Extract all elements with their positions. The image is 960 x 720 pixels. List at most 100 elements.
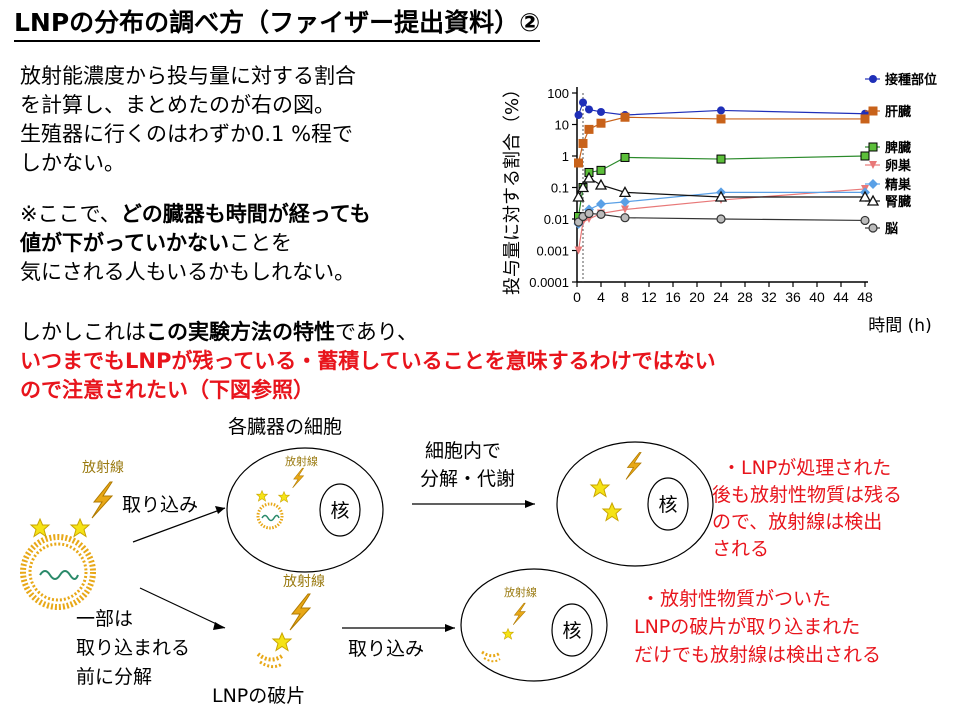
x-tick-label: 12 [641, 289, 657, 305]
caveat-bold: この実験方法の特性 [146, 320, 335, 344]
legend-label: 卵巣 [885, 158, 912, 174]
legend-marker [868, 179, 878, 189]
y-axis-label: 投与量に対する割合（%） [502, 80, 523, 295]
slide-title: LNPの分布の調べ方（ファイザー提出資料）② [14, 6, 541, 42]
x-tick-label: 0 [573, 289, 581, 305]
arrow-head [215, 506, 225, 514]
partial-line: 前に分解 [76, 666, 152, 688]
note1-line: 後も放射性物質は残る [712, 484, 902, 506]
data-point [594, 178, 608, 190]
note-line-3: 気にされる人もいるかもしれない。 [20, 260, 356, 284]
data-point [596, 165, 606, 175]
x-tick-label: 32 [761, 289, 777, 305]
legend-label: 肝臓 [885, 104, 911, 120]
legend-marker [868, 142, 878, 152]
cell-1 [226, 447, 384, 573]
arrow-head [213, 622, 225, 630]
lnp-fragment [256, 652, 284, 669]
data-point [574, 158, 583, 168]
nucleus-2 [647, 477, 689, 531]
legend-label: 接種部位 [885, 72, 937, 88]
legend-marker [869, 161, 877, 169]
note2-line: ・放射性物質がついた [641, 588, 831, 610]
intro-line: を計算し、まとめたのが右の図。 [20, 93, 335, 117]
data-point [596, 198, 606, 209]
y-tick-label: 0.1 [551, 181, 569, 196]
legend-label: 脾臓 [885, 140, 911, 156]
intro-line: 放射能濃度から投与量に対する割合 [20, 64, 356, 88]
nucleus-1 [319, 483, 361, 537]
intro-text: 放射能濃度から投与量に対する割合 を計算し、まとめたのが右の図。 生殖器に行くの… [20, 62, 460, 178]
data-point [621, 205, 629, 214]
x-tick-label: 16 [665, 289, 681, 305]
y-tick-label: 0.0001 [529, 275, 569, 290]
x-tick-label: 36 [785, 289, 801, 305]
data-point [572, 190, 585, 202]
x-tick-label: 48 [857, 289, 873, 305]
note-line-2: 値が下がっていかないことを [20, 229, 371, 258]
caveat-plain: であり、 [335, 320, 418, 344]
caveat-line-1: しかしこれはこの実験方法の特性であり、 [20, 318, 716, 347]
radiation-label-small: 放射線 [285, 454, 318, 468]
y-tick-label: 1 [562, 149, 569, 164]
data-point [584, 208, 594, 219]
uptake-label-2: 取り込み [348, 638, 424, 660]
data-point [717, 106, 725, 115]
arrow-head [445, 624, 455, 632]
uptake-diagram: 放射線 取り込み 一部は 取り込まれる 前に分解 各臓器の細胞 核 放射線 細胞… [20, 416, 902, 707]
y-tick-label: 0.01 [544, 212, 569, 227]
data-point [860, 215, 870, 226]
note-text: ※ここで、どの臓器も時間が経っても 値が下がっていかないことを 気にされる人もい… [20, 200, 371, 287]
data-point [618, 186, 632, 198]
caveat-plain: しかしこれは [20, 320, 146, 344]
series-line [577, 155, 866, 217]
data-point [584, 124, 594, 134]
data-point [620, 213, 630, 223]
legend-marker [868, 223, 878, 233]
x-tick-label: 4 [597, 289, 605, 305]
y-tick-label: 10 [555, 118, 569, 133]
note1-line: ・LNPが処理された [722, 457, 891, 479]
uptake-label-1: 取り込み [122, 494, 198, 516]
data-point [576, 181, 590, 193]
radiation-label-small: 放射線 [504, 585, 537, 599]
data-point [716, 114, 726, 124]
legend-label: 腎臓 [885, 194, 911, 210]
data-point [716, 154, 726, 164]
data-point [714, 190, 728, 202]
intro-line: 生殖器に行くのはわずか0.1 %程で [20, 122, 354, 146]
note2-line: だけでも放射線は検出される [634, 644, 881, 666]
x-tick-label: 28 [737, 289, 753, 305]
fragment-label: LNPの破片 [212, 685, 305, 707]
legend-marker [866, 194, 880, 206]
note1-line: ので、放射線は検出 [712, 511, 882, 533]
data-point [585, 105, 593, 114]
caveat-text: しかしこれはこの実験方法の特性であり、 いつまでもLNPが残っている・蓄積してい… [20, 318, 716, 405]
caveat-line-2: いつまでもLNPが残っている・蓄積していることを意味するわけではない [20, 349, 716, 373]
x-axis-label: 時間 (h) [868, 316, 931, 336]
x-tick-label: 24 [713, 289, 729, 305]
arrow-head [525, 500, 535, 508]
y-tick-label: 100 [547, 86, 569, 101]
legend-label: 脳 [885, 222, 898, 237]
lnp-in-cell [256, 502, 284, 530]
radiation-label-2: 放射線 [283, 574, 325, 590]
degrade-line: 細胞内で [425, 440, 501, 462]
data-point [860, 151, 870, 161]
intro-line: しかない。 [20, 151, 125, 175]
x-tick-label: 8 [621, 289, 629, 305]
data-point [596, 118, 606, 128]
note-line-1: ※ここで、どの臓器も時間が経っても [20, 200, 371, 229]
radiation-label-1: 放射線 [82, 460, 124, 476]
x-tick-label: 44 [833, 289, 849, 305]
nucleus-label: 核 [330, 500, 349, 522]
arrow-partial [139, 587, 226, 629]
data-point [597, 107, 605, 116]
caveat-line-3: ので注意されたい（下図参照） [20, 378, 314, 402]
data-point [860, 114, 870, 124]
note2-line: LNPの破片が取り込まれた [634, 616, 860, 638]
data-point [574, 246, 583, 255]
data-point [620, 112, 630, 122]
legend-marker [868, 106, 878, 116]
